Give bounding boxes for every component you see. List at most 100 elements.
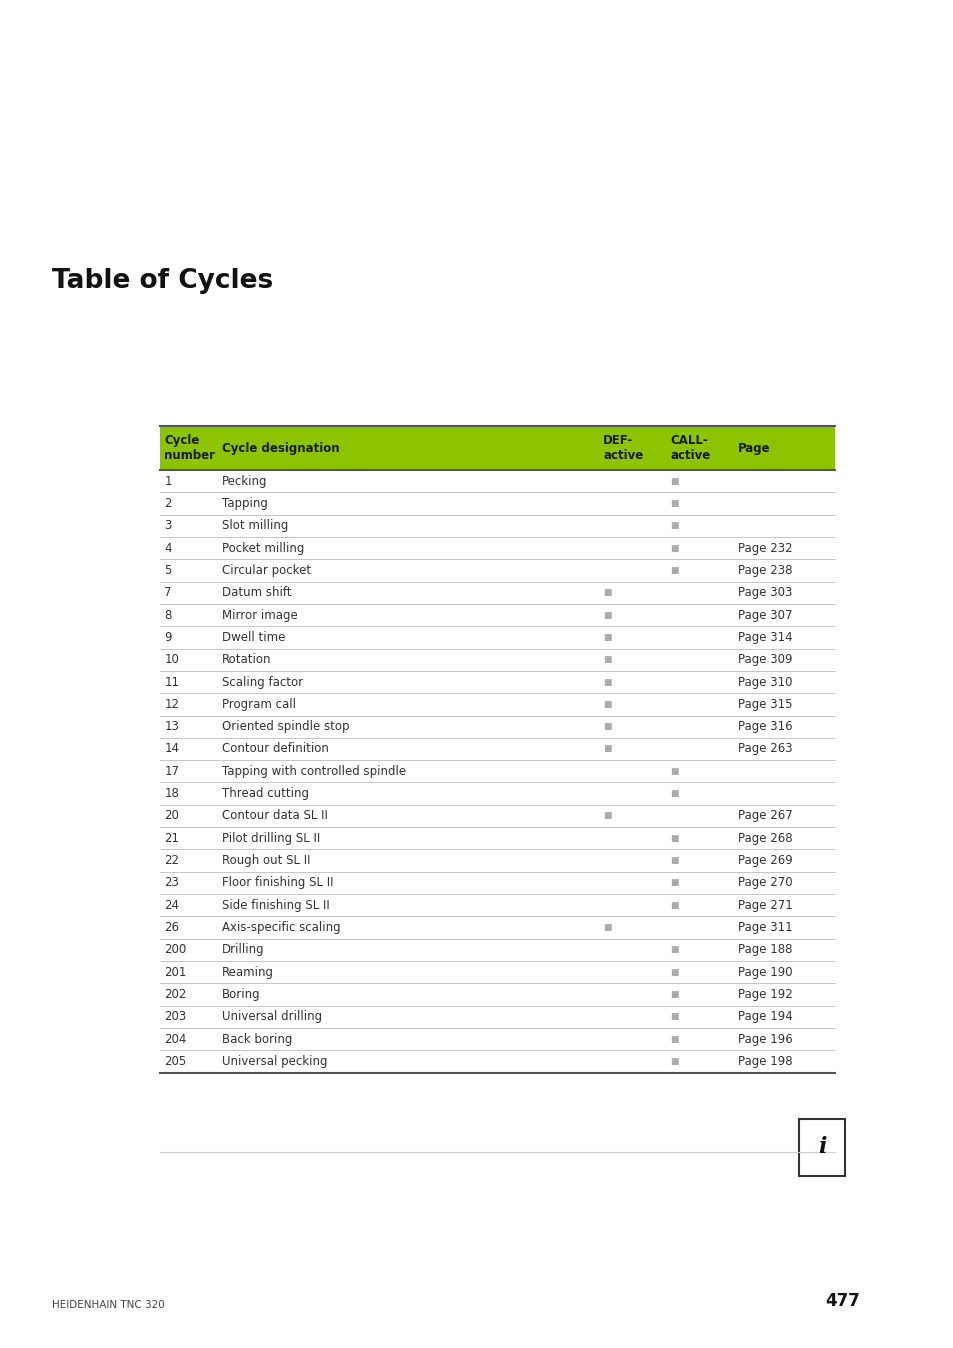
Text: 21: 21	[164, 832, 179, 845]
Text: Mirror image: Mirror image	[221, 608, 297, 621]
Text: 11: 11	[164, 675, 179, 689]
Text: Oriented spindle stop: Oriented spindle stop	[221, 720, 349, 733]
Text: Page 268: Page 268	[738, 832, 792, 845]
Text: ■: ■	[670, 522, 679, 530]
Text: Tapping: Tapping	[221, 497, 268, 510]
Text: Page 307: Page 307	[738, 608, 792, 621]
Text: Page 263: Page 263	[738, 743, 792, 755]
Text: ■: ■	[602, 588, 611, 597]
Text: Page 314: Page 314	[738, 631, 792, 644]
Text: 8: 8	[164, 608, 172, 621]
Text: Dwell time: Dwell time	[221, 631, 285, 644]
Text: 7: 7	[164, 586, 172, 600]
Text: Page 267: Page 267	[738, 809, 792, 822]
Text: Side finishing SL II: Side finishing SL II	[221, 899, 329, 911]
Text: Boring: Boring	[221, 988, 260, 1002]
Text: i: i	[818, 1136, 825, 1158]
Text: ■: ■	[602, 923, 611, 931]
Text: 477: 477	[824, 1293, 860, 1310]
Text: Floor finishing SL II: Floor finishing SL II	[221, 876, 333, 890]
Text: Page 198: Page 198	[738, 1055, 792, 1068]
Text: Page 315: Page 315	[738, 698, 792, 710]
Text: CALL-
active: CALL- active	[670, 434, 710, 462]
Text: ■: ■	[670, 834, 679, 842]
Text: Page 309: Page 309	[738, 654, 792, 666]
Text: ■: ■	[670, 499, 679, 508]
Text: Program call: Program call	[221, 698, 295, 710]
Text: Page 232: Page 232	[738, 542, 792, 554]
Text: ■: ■	[670, 879, 679, 887]
Text: ■: ■	[670, 767, 679, 776]
Text: Page 188: Page 188	[738, 944, 792, 956]
Text: Page 316: Page 316	[738, 720, 792, 733]
Text: Page 238: Page 238	[738, 563, 792, 577]
Text: 200: 200	[164, 944, 187, 956]
Text: 203: 203	[164, 1010, 187, 1023]
Text: 10: 10	[164, 654, 179, 666]
Text: ■: ■	[670, 789, 679, 798]
Text: ■: ■	[670, 900, 679, 910]
Text: Page 270: Page 270	[738, 876, 792, 890]
Text: ■: ■	[670, 543, 679, 553]
Text: ■: ■	[670, 1012, 679, 1022]
Bar	[160, 426, 834, 470]
Text: ■: ■	[602, 700, 611, 709]
Text: Tapping with controlled spindle: Tapping with controlled spindle	[221, 764, 405, 778]
Text: Reaming: Reaming	[221, 965, 274, 979]
Text: 5: 5	[164, 563, 172, 577]
Text: Contour data SL II: Contour data SL II	[221, 809, 327, 822]
Text: ■: ■	[602, 655, 611, 665]
Text: 22: 22	[164, 855, 179, 867]
Text: Pocket milling: Pocket milling	[221, 542, 304, 554]
Text: 2: 2	[164, 497, 172, 510]
Text: Page 194: Page 194	[738, 1010, 792, 1023]
Text: ■: ■	[602, 678, 611, 686]
Text: Pecking: Pecking	[221, 474, 267, 488]
Text: Cycle
number: Cycle number	[164, 434, 215, 462]
Text: 202: 202	[164, 988, 187, 1002]
Text: ■: ■	[602, 611, 611, 620]
Text: 204: 204	[164, 1033, 187, 1046]
Text: 26: 26	[164, 921, 179, 934]
Text: ■: ■	[602, 634, 611, 642]
Text: Circular pocket: Circular pocket	[221, 563, 311, 577]
Text: Page 192: Page 192	[738, 988, 792, 1002]
Text: Axis-specific scaling: Axis-specific scaling	[221, 921, 340, 934]
Text: 13: 13	[164, 720, 179, 733]
Text: ■: ■	[602, 744, 611, 754]
Text: Page 196: Page 196	[738, 1033, 792, 1046]
Bar	[799, 1119, 844, 1175]
Text: HEIDENHAIN TNC 320: HEIDENHAIN TNC 320	[52, 1301, 165, 1310]
Text: Page 310: Page 310	[738, 675, 792, 689]
Text: Universal drilling: Universal drilling	[221, 1010, 321, 1023]
Text: 4: 4	[164, 542, 172, 554]
Text: 14: 14	[164, 743, 179, 755]
Text: ■: ■	[670, 968, 679, 977]
Text: ■: ■	[670, 856, 679, 865]
Text: Cycle designation: Cycle designation	[221, 442, 339, 454]
Text: Page 269: Page 269	[738, 855, 792, 867]
Text: ■: ■	[670, 1057, 679, 1066]
Text: ■: ■	[670, 566, 679, 576]
Text: Pilot drilling SL II: Pilot drilling SL II	[221, 832, 319, 845]
Text: 201: 201	[164, 965, 187, 979]
Text: 205: 205	[164, 1055, 187, 1068]
Text: ■: ■	[670, 477, 679, 485]
Text: ■: ■	[670, 945, 679, 954]
Text: Page 303: Page 303	[738, 586, 792, 600]
Text: 9: 9	[164, 631, 172, 644]
Text: Back boring: Back boring	[221, 1033, 292, 1046]
Text: 20: 20	[164, 809, 179, 822]
Text: Datum shift: Datum shift	[221, 586, 291, 600]
Text: 1: 1	[164, 474, 172, 488]
Text: 3: 3	[164, 519, 172, 532]
Text: ■: ■	[670, 989, 679, 999]
Text: Thread cutting: Thread cutting	[221, 787, 309, 801]
Text: 24: 24	[164, 899, 179, 911]
Text: Drilling: Drilling	[221, 944, 264, 956]
Text: 23: 23	[164, 876, 179, 890]
Text: Page 190: Page 190	[738, 965, 792, 979]
Text: DEF-
active: DEF- active	[602, 434, 642, 462]
Text: ■: ■	[602, 723, 611, 731]
Text: ■: ■	[602, 811, 611, 821]
